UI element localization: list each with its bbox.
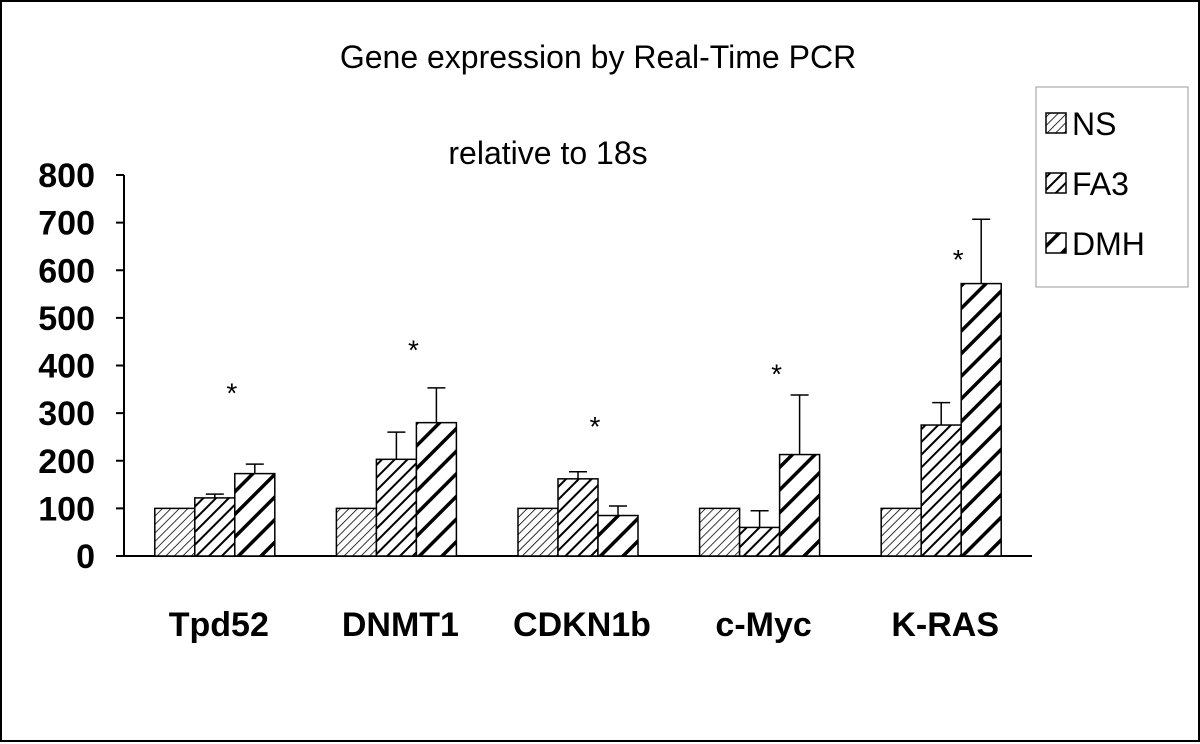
significance-asterisk: * [590,411,601,442]
x-tick-label: Tpd52 [169,606,269,644]
x-tick-label: DNMT1 [342,606,459,644]
significance-asterisk: * [408,335,419,366]
significance-asterisk: * [226,378,237,409]
y-tick-label: 0 [76,538,95,576]
bar-ns-k-ras [880,507,922,557]
x-axis-labels: Tpd52 DNMT1 CDKN1b c-Myc K-RAS [169,606,999,644]
significance-asterisk: * [953,244,964,275]
chart-subtitle: relative to 18s [448,135,647,171]
bar-dmh-k-ras [960,282,1002,557]
y-tick-label: 400 [38,348,95,386]
x-tick-label: c-Myc [715,606,811,644]
legend-swatch-ns [1045,112,1067,134]
bar-fa3-k-ras [920,424,962,557]
bar-fa3-dnmt1 [375,458,418,557]
bars-group [154,282,1002,557]
bar-ns-c-myc [698,507,741,557]
bar-fa3-c-myc [738,526,781,557]
legend-label-fa3: FA3 [1072,166,1129,202]
y-axis-ticks: 0 100 200 300 400 500 600 700 800 [38,157,124,576]
y-tick-label: 800 [38,157,95,195]
bar-dmh-dnmt1 [415,421,458,557]
y-tick-label: 500 [38,300,95,338]
bar-ns-cdkn1b [517,507,559,557]
legend: NS FA3 DMH [1035,86,1189,288]
legend-label-dmh: DMH [1072,226,1145,262]
significance-markers: * * * * * [226,244,963,442]
legend-label-ns: NS [1072,106,1116,142]
bar-dmh-c-myc [778,453,821,557]
bar-dmh-cdkn1b [597,514,639,557]
y-tick-label: 700 [38,205,95,243]
legend-swatch-fa3 [1045,172,1067,194]
legend-swatch-dmh [1045,232,1067,254]
x-tick-label: CDKN1b [513,606,651,644]
y-tick-label: 600 [38,252,95,290]
legend-items: NS FA3 DMH [1045,106,1145,262]
bar-ns-tpd52 [154,507,196,557]
y-tick-label: 300 [38,395,95,433]
y-tick-label: 100 [38,490,95,528]
bar-dmh-tpd52 [234,472,276,557]
chart-title: Gene expression by Real-Time PCR [340,39,856,75]
significance-asterisk: * [771,359,782,390]
y-tick-label: 200 [38,443,95,481]
bar-ns-dnmt1 [335,507,378,557]
error-bars-group [205,218,991,528]
bar-fa3-tpd52 [194,497,236,557]
bar-fa3-cdkn1b [557,478,599,557]
x-tick-label: K-RAS [891,606,999,644]
